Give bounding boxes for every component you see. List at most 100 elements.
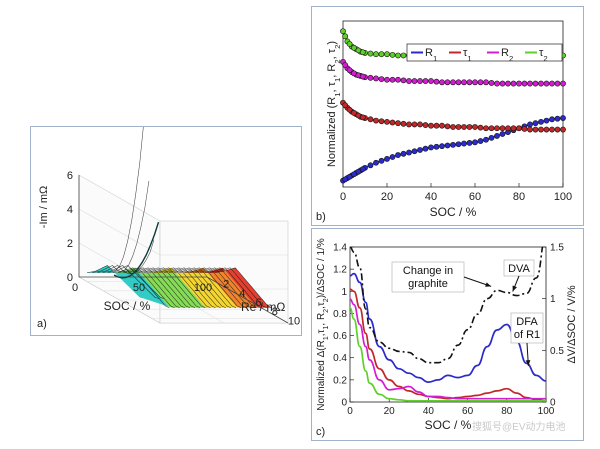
data-point-R2 xyxy=(389,76,396,83)
data-point-τ2 xyxy=(400,52,407,59)
x-tick-label: 0 xyxy=(347,406,353,417)
y-left-tick-label: 0.8 xyxy=(333,309,347,320)
impedance-curve xyxy=(102,265,160,299)
data-point-R1 xyxy=(373,159,379,166)
data-point-R2 xyxy=(532,80,539,87)
series-line-τ2 xyxy=(350,307,546,402)
x-tick-label: 40 xyxy=(425,191,437,203)
data-point-R2 xyxy=(428,78,434,84)
legend-label-R1: R1 xyxy=(425,47,437,63)
data-point-R2 xyxy=(406,78,412,84)
watermark: 搜狐号@EV动力电池 xyxy=(472,420,566,433)
data-point-τ1 xyxy=(527,126,533,133)
impedance-curve xyxy=(87,122,145,273)
data-point-τ1 xyxy=(516,125,522,132)
data-point-R2 xyxy=(378,76,385,82)
annotation-arrowhead-2 xyxy=(525,360,531,366)
y-left-tick-label: 1.4 xyxy=(333,243,347,254)
data-point-τ1 xyxy=(455,124,462,130)
data-point-R1 xyxy=(359,166,366,173)
data-point-R1 xyxy=(439,143,445,150)
data-point-R1 xyxy=(549,116,555,123)
data-point-τ1 xyxy=(406,121,412,128)
data-point-τ1 xyxy=(477,124,484,131)
y-left-tick-label: 1 xyxy=(341,287,347,298)
x-tick-label: 60 xyxy=(462,406,474,417)
data-point-R2 xyxy=(373,75,379,82)
z-tick-label: 6 xyxy=(67,170,73,182)
x-axis-label: SOC / % xyxy=(430,205,477,219)
panel-label-b: b) xyxy=(316,211,326,223)
high-impedance-spike xyxy=(113,221,160,279)
data-point-R1 xyxy=(384,156,390,162)
data-point-R1 xyxy=(527,121,533,128)
y-right-tick-label: 1.5 xyxy=(550,243,564,254)
data-point-τ1 xyxy=(532,126,539,133)
y-left-tick-label: 0 xyxy=(341,398,347,409)
impedance-curve xyxy=(189,267,247,308)
data-point-R2 xyxy=(461,79,467,86)
x-tick-label: 80 xyxy=(513,191,525,203)
data-point-R1 xyxy=(554,115,561,122)
impedance-curve xyxy=(97,239,155,275)
x-tick-label: 20 xyxy=(381,191,393,203)
surface-band xyxy=(202,267,272,308)
data-point-τ1 xyxy=(422,122,429,128)
surface-band xyxy=(115,267,208,308)
data-point-R2 xyxy=(346,67,353,74)
data-point-R1 xyxy=(461,140,467,147)
annotation-text-1: DVA xyxy=(508,263,530,275)
data-point-R1 xyxy=(538,118,544,125)
data-point-R1 xyxy=(543,117,550,124)
data-point-R1 xyxy=(444,142,451,149)
data-point-R2 xyxy=(422,78,429,84)
data-point-τ1 xyxy=(395,120,401,127)
annotation-text-0: graphite xyxy=(408,278,448,290)
data-point-R1 xyxy=(499,131,506,137)
data-point-τ1 xyxy=(384,118,390,125)
data-point-R1 xyxy=(488,134,495,141)
data-point-R1 xyxy=(483,136,489,143)
data-point-R1 xyxy=(406,149,412,156)
data-point-τ2 xyxy=(373,51,379,58)
data-point-τ2 xyxy=(378,51,385,58)
data-point-R2 xyxy=(367,74,374,81)
data-point-R2 xyxy=(510,80,517,87)
series-line-τ1 xyxy=(350,288,546,402)
x-tick-label: 80 xyxy=(501,406,513,417)
data-point-R2 xyxy=(494,80,500,87)
impedance-curve xyxy=(204,267,262,308)
legend-label-τ2: τ2 xyxy=(539,47,548,63)
y-left-tick-label: 0.4 xyxy=(333,353,347,364)
data-point-R2 xyxy=(433,78,440,85)
data-point-R1 xyxy=(367,162,374,169)
data-point-R1 xyxy=(351,171,357,178)
data-point-R2 xyxy=(488,80,495,86)
data-point-τ1 xyxy=(494,125,500,132)
data-point-R1 xyxy=(400,150,407,157)
data-point-R1 xyxy=(342,176,349,183)
data-point-R2 xyxy=(554,80,561,87)
data-point-R2 xyxy=(472,79,478,86)
annotation-text-0: Change in xyxy=(403,265,453,277)
legend-box xyxy=(406,43,563,62)
surface-band xyxy=(87,265,172,308)
z-axis-label: -Im / mΩ xyxy=(38,186,50,228)
data-point-R1 xyxy=(411,148,418,155)
panel-c-differential-plot: 0 20 40 60 80 100 0 0.2 0.4 0.6 0.8 1 1.2 1.4 0 0.5 1 1.5… xyxy=(311,228,584,441)
data-point-R2 xyxy=(538,80,544,87)
impedance-curve xyxy=(184,267,242,308)
x-tick-label: 60 xyxy=(469,191,481,203)
data-point-R2 xyxy=(477,79,484,86)
data-point-τ1 xyxy=(351,110,357,116)
panel-b-parameter-plot: 0 20 40 60 80 100 SOC / % Normalized (R1, τ1, R… xyxy=(311,6,584,226)
data-point-τ1 xyxy=(373,117,379,124)
y-right-tick-label: 0.5 xyxy=(550,346,564,357)
z-tick-label: 2 xyxy=(67,238,73,250)
data-point-τ1 xyxy=(472,124,478,130)
impedance-curve xyxy=(107,265,165,299)
data-point-R2 xyxy=(444,79,451,86)
data-point-R2 xyxy=(417,78,423,84)
data-point-τ2 xyxy=(384,51,390,58)
gridline-z xyxy=(78,174,288,222)
